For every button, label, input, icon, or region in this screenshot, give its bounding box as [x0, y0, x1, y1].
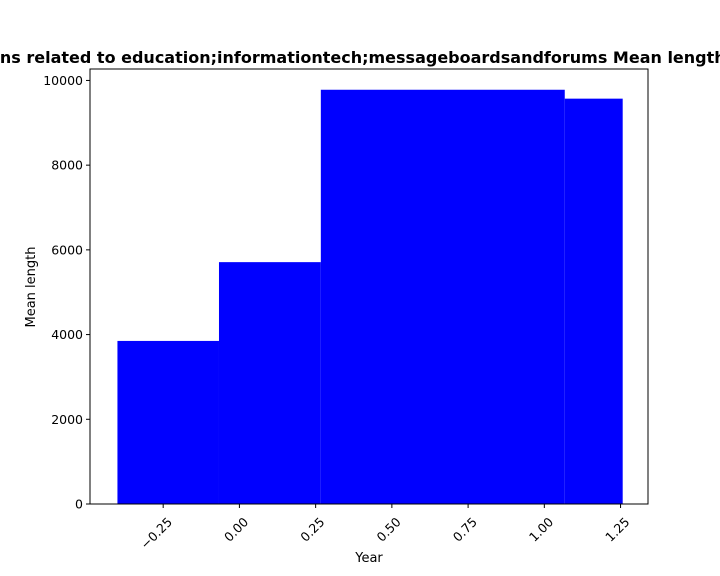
y-axis: 0 2000 4000 6000 8000 10000 — [43, 73, 90, 512]
plot-frame — [89, 68, 649, 505]
x-tick-label: 0.75 — [450, 514, 480, 544]
x-axis: −0.25 0.00 0.25 0.50 0.75 1.00 1.25 — [137, 504, 632, 552]
y-tick-label: 0 — [75, 497, 83, 512]
y-axis-label: Mean length — [24, 247, 39, 328]
x-tick-label: 0.00 — [221, 514, 251, 544]
x-tick-label: 1.00 — [526, 514, 556, 544]
bar-1 — [218, 262, 321, 504]
bar-3 — [564, 98, 623, 504]
x-axis-label: Year — [354, 551, 383, 566]
y-tick-label: 6000 — [51, 242, 83, 257]
bar-0 — [117, 340, 219, 504]
y-tick-label: 10000 — [43, 73, 83, 88]
bars-layer — [117, 89, 623, 504]
y-tick-label: 8000 — [51, 158, 83, 173]
y-tick-label: 4000 — [51, 327, 83, 342]
chart-title: Domains related to education;information… — [0, 48, 720, 67]
x-tick-label: 0.50 — [373, 514, 403, 544]
x-tick-label: 0.25 — [297, 514, 327, 544]
x-tick-label: −0.25 — [137, 514, 175, 552]
y-tick-label: 2000 — [51, 412, 83, 427]
x-tick-label: 1.25 — [602, 514, 632, 544]
bar-2 — [320, 89, 565, 504]
